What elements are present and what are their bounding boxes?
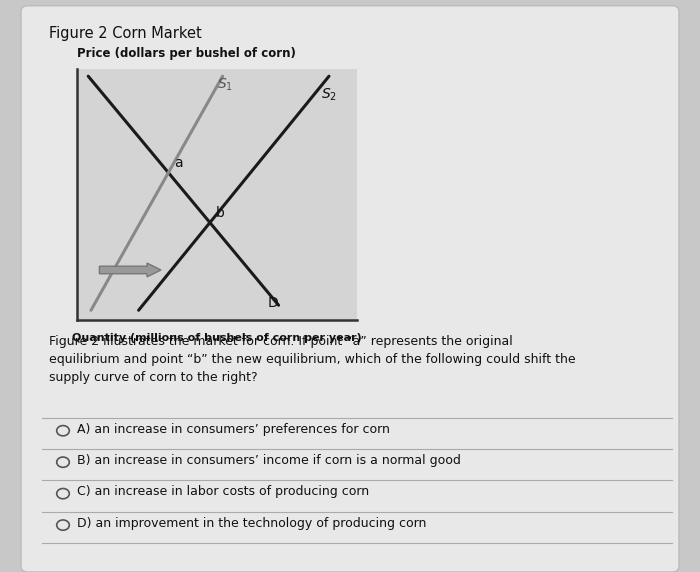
FancyArrow shape [99,263,161,277]
FancyBboxPatch shape [21,6,679,572]
Text: Quantity (millions of bushels of corn per year): Quantity (millions of bushels of corn pe… [72,333,362,343]
Text: Figure 2 illustrates the market for corn. If point “a” represents the original
e: Figure 2 illustrates the market for corn… [49,335,575,384]
Text: A) an increase in consumers’ preferences for corn: A) an increase in consumers’ preferences… [77,423,390,435]
Text: C) an increase in labor costs of producing corn: C) an increase in labor costs of produci… [77,486,369,498]
Text: B) an increase in consumers’ income if corn is a normal good: B) an increase in consumers’ income if c… [77,454,461,467]
Text: $S_1$: $S_1$ [217,76,233,93]
Text: D: D [267,296,278,310]
Text: Figure 2 Corn Market: Figure 2 Corn Market [49,26,202,41]
Text: $S_2$: $S_2$ [321,86,337,102]
Text: Price (dollars per bushel of corn): Price (dollars per bushel of corn) [77,47,296,60]
Text: b: b [216,206,225,220]
Text: D) an improvement in the technology of producing corn: D) an improvement in the technology of p… [77,517,426,530]
Text: a: a [174,156,183,170]
